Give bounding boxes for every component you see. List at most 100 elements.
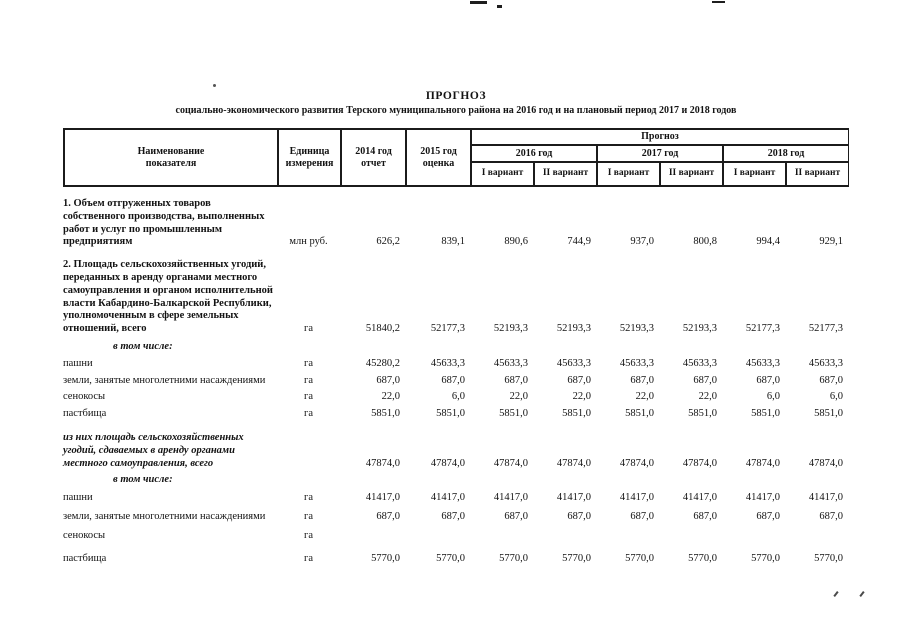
row-value: 52193,3 (682, 323, 717, 335)
row-label: пастбища (63, 408, 107, 420)
row-value: 45633,3 (745, 357, 780, 369)
row-value: 41417,0 (556, 492, 591, 504)
row-label: пашни (63, 357, 93, 369)
row-value: 687,0 (693, 374, 717, 386)
row-value: 45633,3 (493, 357, 528, 369)
table-row: сенокосы га (63, 530, 849, 543)
row-value: 45633,3 (430, 357, 465, 369)
table-row: из них площадь сельскохозяйственных угод… (63, 432, 849, 470)
table-row: пастбища га 5770,0 5770,0 5770,0 5770,0 5770,0… (63, 553, 849, 566)
row-label: пашни (63, 492, 93, 504)
row-unit: га (304, 357, 313, 369)
row-value: 5851,0 (562, 408, 591, 420)
row-unit: га (304, 510, 313, 522)
row-value: 22,0 (509, 391, 528, 403)
row-value: 5770,0 (562, 552, 591, 564)
row-value: 45280,2 (365, 357, 400, 369)
header-2014: 2014 год отчет (341, 129, 406, 186)
row-value: 5770,0 (751, 552, 780, 564)
row-unit: га (304, 492, 313, 504)
row-label: пастбища (63, 552, 107, 564)
row-value: 5770,0 (814, 552, 843, 564)
forecast-table: Наименование показателя Единица измерени… (63, 128, 849, 565)
row-value: 5851,0 (436, 408, 465, 420)
header-variant-2: II вариант (786, 162, 849, 186)
row-value: 5851,0 (625, 408, 654, 420)
header-forecast: Прогноз (471, 129, 849, 145)
row-value: 687,0 (630, 374, 654, 386)
row-value: 41417,0 (745, 492, 780, 504)
row-value: 47874,0 (556, 457, 591, 469)
row-value: 687,0 (504, 510, 528, 522)
row-value: 687,0 (819, 374, 843, 386)
row-value: 687,0 (441, 510, 465, 522)
row-unit: млн руб. (289, 236, 328, 248)
row-value: 52177,3 (430, 323, 465, 335)
row-value: 45633,3 (619, 357, 654, 369)
page-title: ПРОГНОЗ (425, 90, 487, 102)
row-label: земли, занятые многолетними насаждениями (63, 374, 266, 386)
row-value: 22,0 (635, 391, 654, 403)
row-value: 839,1 (441, 236, 465, 248)
table-header: Наименование показателя Единица измерени… (63, 128, 849, 187)
table-body: 1. Объем отгруженных товаров собственног… (63, 187, 849, 565)
table-row: пашни га 45280,2 45633,3 45633,3 45633,3 45633… (63, 358, 849, 371)
row-value: 52193,3 (556, 323, 591, 335)
row-value: 5851,0 (499, 408, 528, 420)
row-unit: га (304, 408, 313, 420)
row-label: 1. Объем отгруженных товаров собственног… (63, 198, 265, 248)
header-variant-1: I вариант (471, 162, 534, 186)
row-label: в том числе: (113, 340, 173, 352)
row-unit: га (304, 529, 313, 541)
header-year-2018: 2018 год (723, 145, 849, 162)
table-row: пашни га 41417,0 41417,0 41417,0 41417,0 41417… (63, 492, 849, 505)
row-value: 41417,0 (619, 492, 654, 504)
row-value: 41417,0 (493, 492, 528, 504)
row-value: 47874,0 (808, 457, 843, 469)
row-unit: га (304, 374, 313, 386)
row-value: 687,0 (819, 510, 843, 522)
row-value: 744,9 (567, 236, 591, 248)
table-row: земли, занятые многолетними насаждениями… (63, 511, 849, 524)
row-value: 22,0 (381, 391, 400, 403)
row-value: 52177,3 (808, 323, 843, 335)
row-value: 5770,0 (625, 552, 654, 564)
row-value: 687,0 (630, 510, 654, 522)
row-label: из них площадь сельскохозяйственных угод… (63, 431, 244, 469)
row-unit: га (304, 391, 313, 403)
table-row: сенокосы га 22,0 6,0 22,0 22,0 22,0 22,0 6,0 6,0 (63, 391, 849, 404)
row-value: 47874,0 (619, 457, 654, 469)
row-value: 45633,3 (808, 357, 843, 369)
row-value: 5851,0 (371, 408, 400, 420)
row-value: 626,2 (376, 236, 400, 248)
row-value: 22,0 (698, 391, 717, 403)
scan-artifact (833, 591, 839, 597)
row-value: 6,0 (766, 391, 780, 403)
row-value: 47874,0 (430, 457, 465, 469)
row-value: 929,1 (819, 236, 843, 248)
table-row: пастбища га 5851,0 5851,0 5851,0 5851,0 5851,0… (63, 408, 849, 421)
row-value: 890,6 (504, 236, 528, 248)
row-value: 5770,0 (436, 552, 465, 564)
row-value: 41417,0 (430, 492, 465, 504)
row-value: 6,0 (451, 391, 465, 403)
row-value: 687,0 (504, 374, 528, 386)
document-body: ПРОГНОЗ социально-экономического развити… (63, 90, 849, 570)
header-indicator: Наименование показателя (64, 129, 278, 186)
row-label: земли, занятые многолетними насаждениями (63, 510, 266, 522)
row-value: 5851,0 (688, 408, 717, 420)
row-value: 5851,0 (814, 408, 843, 420)
header-variant-1: I вариант (597, 162, 660, 186)
header-unit: Единица измерения (278, 129, 341, 186)
page-subtitle: социально-экономического развития Терско… (175, 105, 737, 116)
row-value: 41417,0 (365, 492, 400, 504)
header-variant-2: II вариант (534, 162, 597, 186)
table-row: в том числе: (63, 341, 849, 354)
row-label: в том числе: (113, 474, 173, 486)
row-value: 687,0 (376, 510, 400, 522)
row-value: 5851,0 (751, 408, 780, 420)
row-unit: га (304, 552, 313, 564)
row-value: 687,0 (441, 374, 465, 386)
header-year-2017: 2017 год (597, 145, 723, 162)
